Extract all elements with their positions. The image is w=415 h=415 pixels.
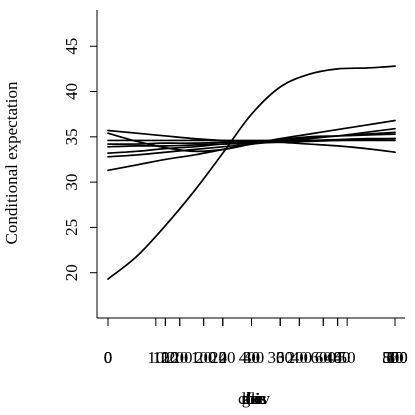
x-tick-label: 6: [276, 348, 285, 367]
x-axis-title: ecc: [243, 389, 266, 408]
series-line-9: [107, 137, 396, 148]
x-tick-label: 4: [219, 348, 228, 367]
x-axis: 0 1 2 3 4 50 10 20 30 40 50 600 2 4 6 8 100 20 40 60 800 200 4…: [104, 318, 408, 367]
x-tick-label: 400: [325, 348, 351, 367]
x-tick-label: 100: [191, 348, 217, 367]
x-tick-label: 5: [391, 348, 400, 367]
x-tick-label: 0: [104, 348, 113, 367]
x-tick-label: 0: [104, 348, 113, 367]
x-tick-label: 4: [333, 348, 342, 367]
y-tick-label: 20: [62, 264, 81, 281]
x-tick-label: 200: [167, 348, 193, 367]
x-tick-label: 80: [387, 348, 404, 367]
series-line-1: [107, 65, 396, 280]
x-tick-label: 40: [291, 348, 308, 367]
y-tick-label: 30: [62, 174, 81, 191]
x-tick-label: 600: [311, 348, 337, 367]
x-axis-title: coev: [238, 389, 271, 408]
series-lines: [107, 65, 396, 280]
x-tick-label: 60: [315, 348, 332, 367]
x-axis-title: gen: [242, 389, 267, 408]
x-tick-label: 0: [104, 348, 113, 367]
x-tick-label: 200: [210, 348, 236, 367]
x-tick-label: 2: [219, 348, 228, 367]
x-tick-label: 40: [243, 348, 260, 367]
x-tick-label: 300: [382, 348, 408, 367]
x-axis-title: lbis: [242, 389, 267, 408]
x-tick-label: 50: [339, 348, 356, 367]
x-tick-label: 3: [276, 348, 285, 367]
y-axis-title: Conditional expectation: [2, 81, 21, 244]
x-tick-label: 10: [387, 348, 404, 367]
x-tick-label: 60: [387, 348, 404, 367]
series-line-8: [107, 137, 396, 145]
x-tick-label: 500: [382, 348, 408, 367]
x-axis-title: fla: [245, 389, 263, 408]
x-tick-label: 0: [104, 348, 113, 367]
x-tick-label: 400: [239, 348, 265, 367]
y-tick-label: 40: [62, 83, 81, 100]
x-tick-label: 200: [287, 348, 313, 367]
x-tick-label: 1: [161, 348, 170, 367]
x-tick-label: 20: [195, 348, 212, 367]
x-tick-label: 20: [171, 348, 188, 367]
x-tick-label: 8: [333, 348, 342, 367]
x-tick-label: 300: [267, 348, 293, 367]
y-tick-label: 45: [62, 38, 81, 55]
y-axis: 20 25 30 35 40 45: [62, 38, 97, 281]
x-axis-title: rbis: [241, 389, 267, 408]
series-line-7: [107, 131, 396, 154]
x-axis-title: hi: [247, 389, 261, 408]
x-tick-label: 30: [243, 348, 260, 367]
y-tick-label: 35: [62, 128, 81, 145]
x-tick-label: 0: [104, 348, 113, 367]
x-tick-label: 2: [161, 348, 170, 367]
x-tick-label: 0: [104, 348, 113, 367]
x-tick-label: 0: [104, 348, 113, 367]
x-tick-label: 10: [147, 348, 164, 367]
x-tick-label: 800: [382, 348, 408, 367]
y-tick-label: 25: [62, 219, 81, 236]
y-axis-title-group: Conditional expectation: [2, 81, 21, 244]
x-tick-label: 100: [153, 348, 179, 367]
